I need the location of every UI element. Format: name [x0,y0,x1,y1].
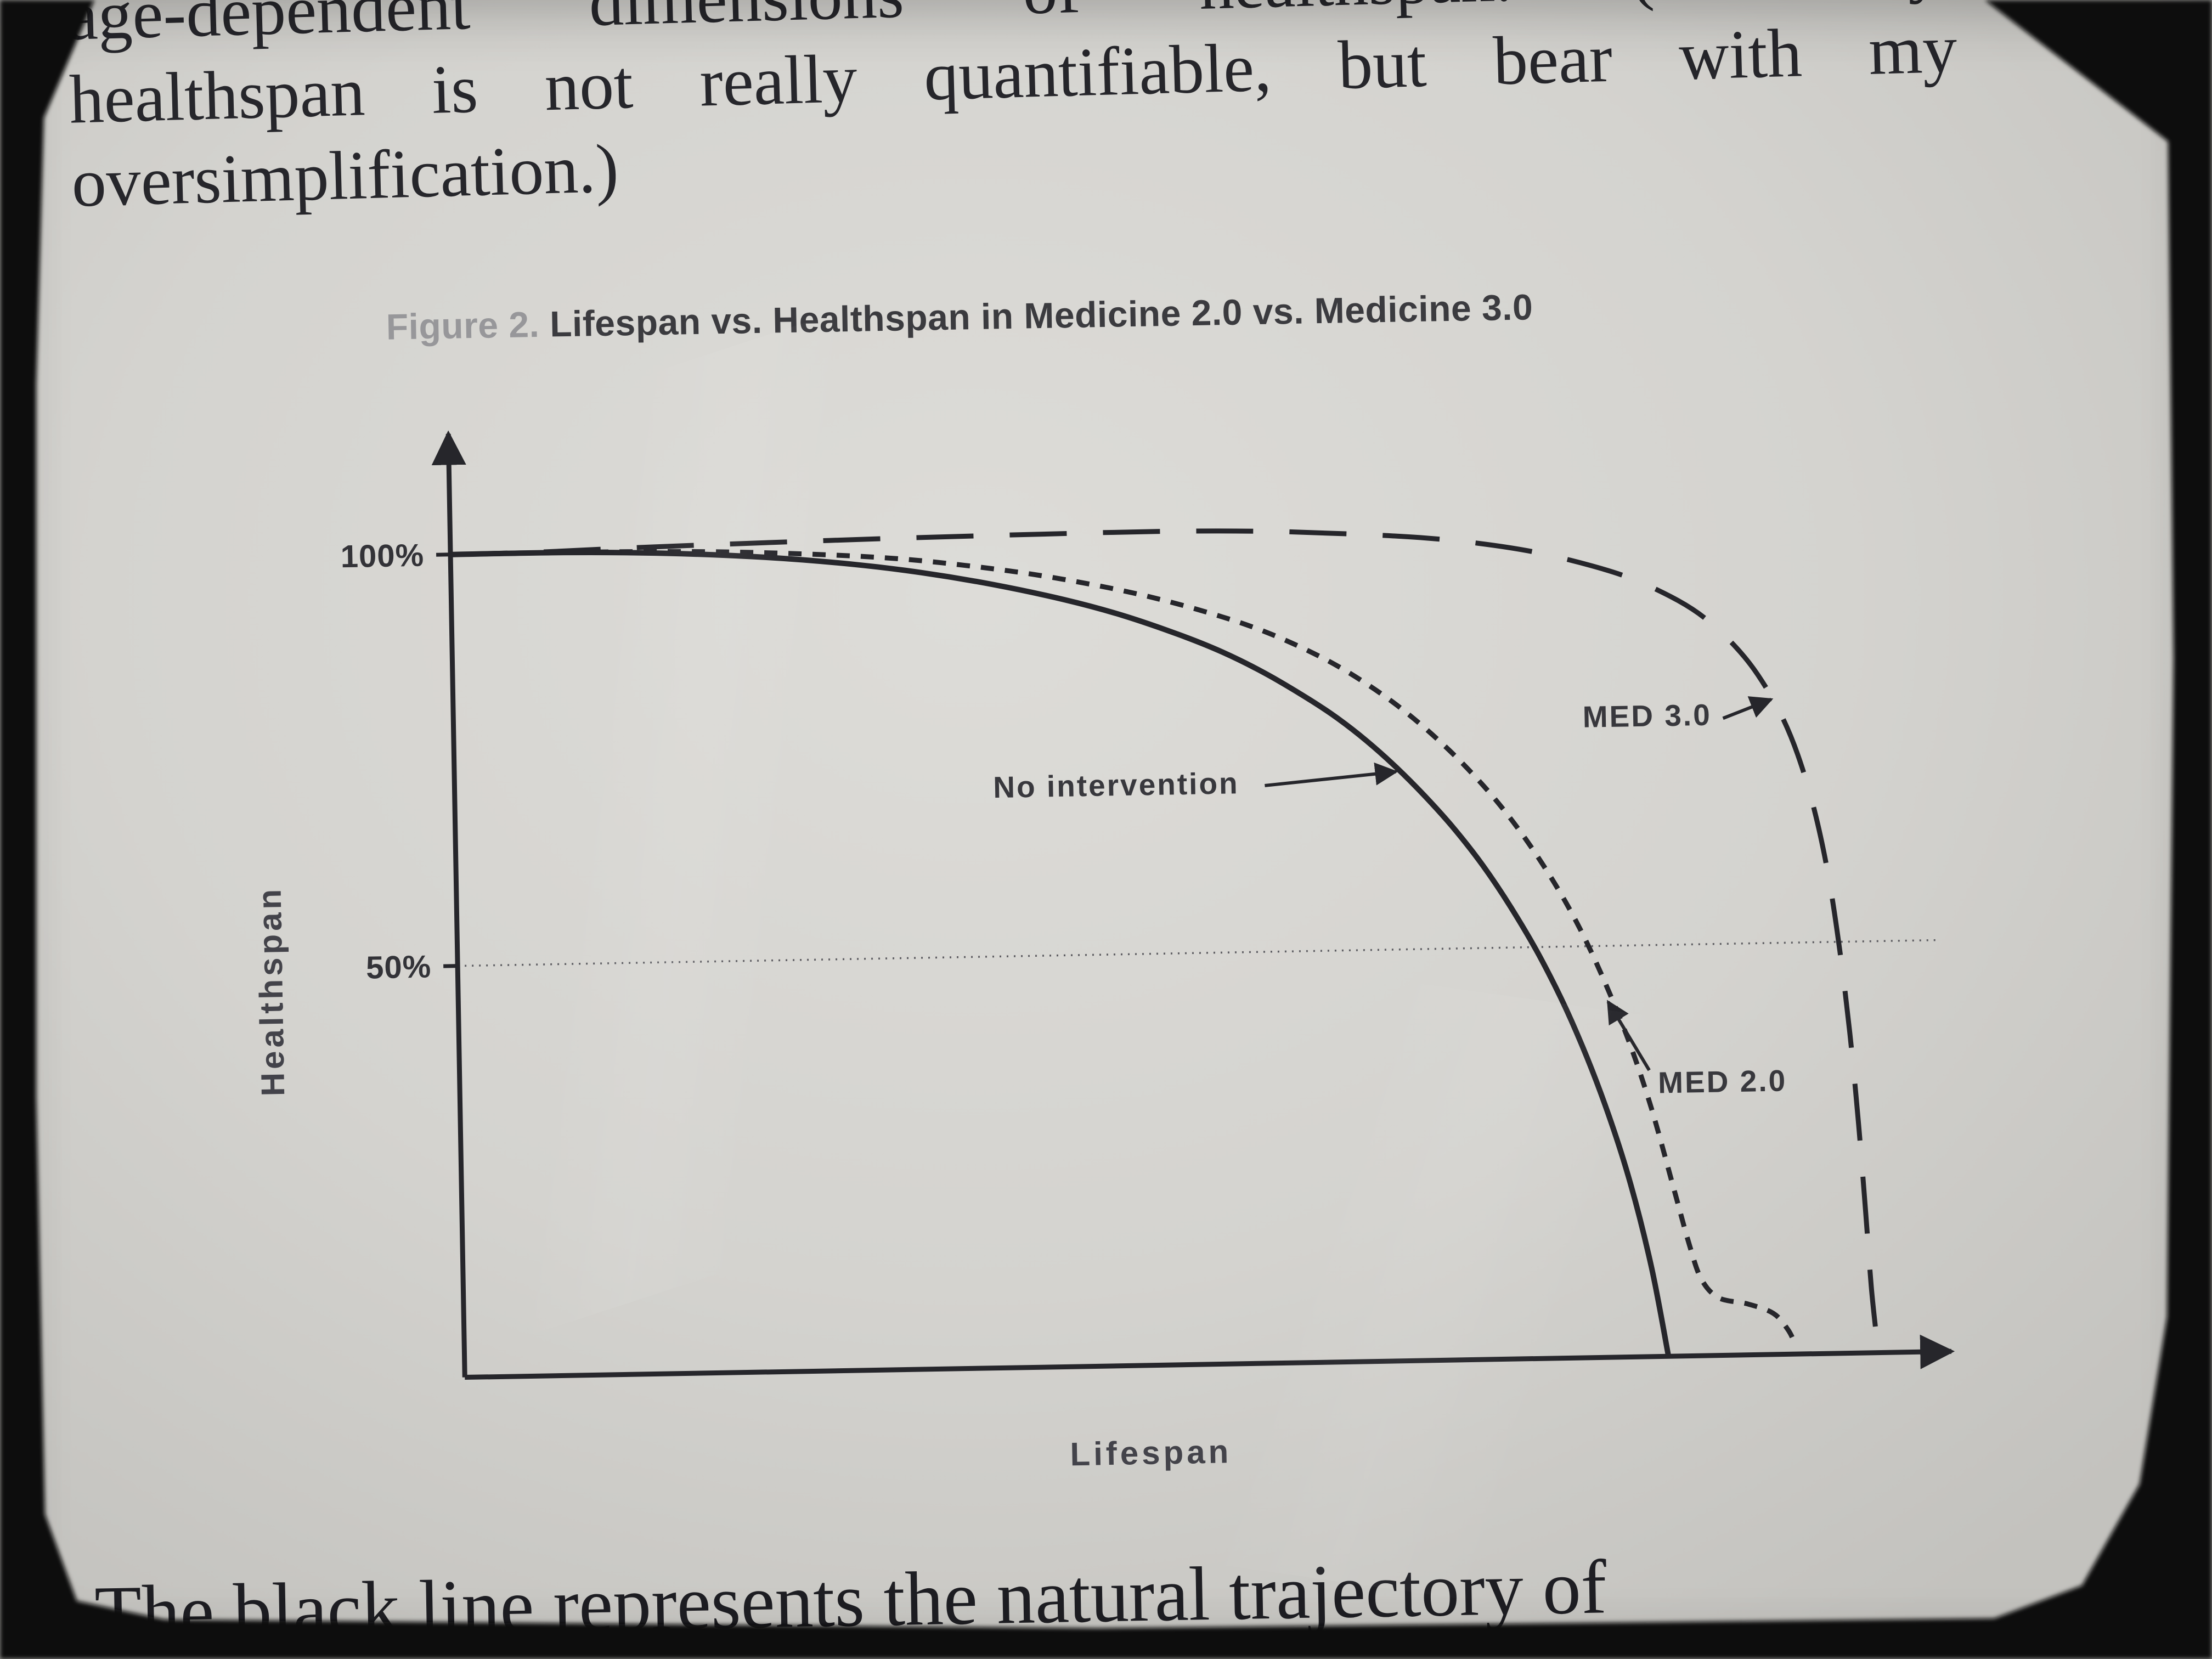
figure-caption: Figure 2. Lifespan vs. Healthspan in Med… [386,286,1533,347]
annotation-label: MED 2.0 [1658,1063,1787,1099]
y-axis-label: Healthspan [251,885,292,1097]
bottom-paragraph: The black line represents the natural tr… [94,1544,1607,1656]
top-paragraph: age-dependent dimensions of healthspan. … [66,0,1960,225]
annotation-label: No intervention [993,766,1239,804]
figure-caption-label: Figure 2. [386,303,540,347]
y-tick-label: 50% [366,949,432,986]
annotation-label: MED 3.0 [1582,698,1712,734]
series-med-3-0 [450,528,1879,1337]
lifespan-healthspan-chart: 100% 50% No intervention MED 3.0 MED 2.0 Life… [340,391,2003,1505]
y-tick-label: 100% [340,538,424,575]
figure-caption-title: Lifespan vs. Healthspan in Medicine 2.0 … [539,286,1533,345]
series-no-intervention [450,549,1672,1357]
x-axis-label: Lifespan [1070,1433,1232,1472]
chart-svg: 100% 50% No intervention MED 3.0 MED 2.0 Life… [340,430,1955,1472]
series-med-2-0 [450,549,1798,1346]
